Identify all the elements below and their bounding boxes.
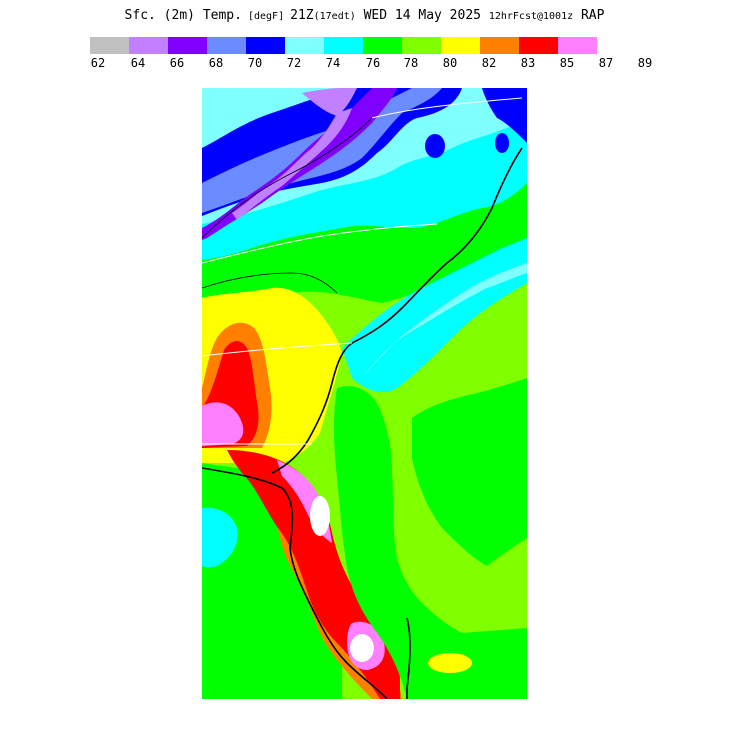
county-contours	[202, 117, 373, 294]
legend-swatch	[480, 37, 519, 54]
legend-tick-label: 72	[286, 56, 302, 70]
temp-band-green-atlantic-east	[412, 378, 527, 566]
legend-swatch	[129, 37, 168, 54]
temp-spot-yellow-keys	[428, 653, 472, 673]
legend-tick-label: 64	[130, 56, 146, 70]
title-part: [degF]	[241, 11, 291, 22]
temp-band-green-gulf	[202, 463, 342, 699]
title-part: Sfc. (2m) Temp.	[124, 8, 242, 23]
temp-band-green-atlantic	[333, 386, 527, 699]
legend-tick-label: 89	[637, 56, 653, 70]
legend-swatch	[519, 37, 558, 54]
temperature-map	[202, 88, 527, 699]
legend-swatch	[246, 37, 285, 54]
legend-tick-label: 82	[481, 56, 497, 70]
legend-swatch	[324, 37, 363, 54]
state-borders	[202, 97, 523, 445]
legend-tick-label: 83	[520, 56, 536, 70]
color-legend-bar	[90, 37, 597, 54]
color-legend-ticks: 62 64 66 68 70 72 74 76 78 80 82 83 85 87 89	[0, 56, 729, 72]
temp-spot-white-north	[310, 496, 330, 536]
temp-band-lavender-ridge	[232, 108, 352, 220]
legend-tick-label: 70	[247, 56, 263, 70]
temp-spot-blue-east	[425, 134, 445, 158]
legend-tick-label: 66	[169, 56, 185, 70]
legend-tick-label: 80	[442, 56, 458, 70]
title-part: 21Z	[290, 8, 314, 23]
legend-tick-label: 85	[559, 56, 575, 70]
legend-swatch	[207, 37, 246, 54]
legend-tick-label: 78	[403, 56, 419, 70]
title-part: 12hrFcst@1001z	[488, 11, 574, 22]
coastline	[202, 147, 523, 699]
legend-swatch	[90, 37, 129, 54]
temp-spot-white-south	[350, 634, 374, 662]
temp-band-blue-northeast	[482, 88, 527, 143]
title-part: RAP	[573, 8, 605, 23]
legend-tick-label: 74	[325, 56, 341, 70]
title-part: (17edt)	[313, 11, 356, 22]
title-part: WED 14 May 2025	[355, 8, 489, 23]
temp-band-lavender-ne	[302, 88, 357, 116]
temp-spot-blue-coast	[495, 133, 509, 153]
legend-swatch	[402, 37, 441, 54]
temp-band-cyan-gulf	[202, 507, 238, 568]
legend-tick-label: 87	[598, 56, 614, 70]
legend-swatch	[441, 37, 480, 54]
temp-band-pink-gulf	[202, 428, 227, 446]
legend-swatch	[168, 37, 207, 54]
legend-swatch	[558, 37, 597, 54]
legend-tick-label: 68	[208, 56, 224, 70]
legend-swatch	[363, 37, 402, 54]
temp-band-lightcyan-atlantic	[362, 263, 527, 378]
legend-swatch	[285, 37, 324, 54]
legend-tick-label: 76	[365, 56, 381, 70]
chart-title: Sfc. (2m) Temp. [degF] 21Z(17edt) WED 14…	[0, 8, 729, 23]
legend-tick-label: 62	[90, 56, 106, 70]
